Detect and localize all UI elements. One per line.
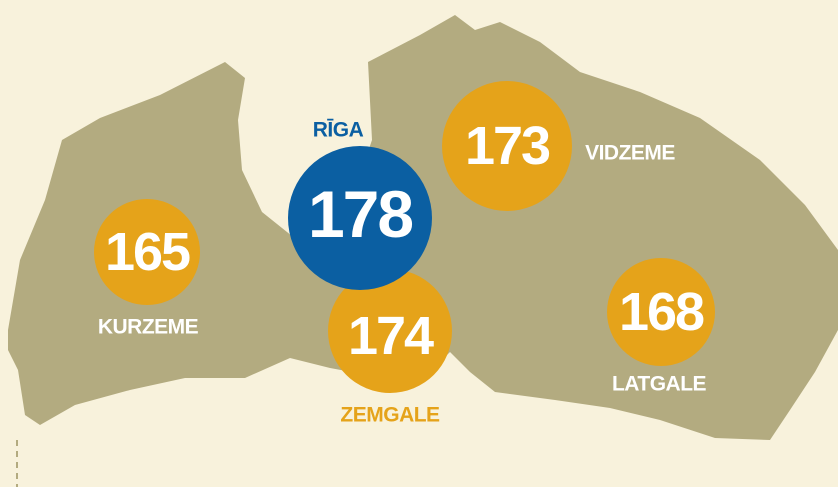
- region-name: VIDZEME: [585, 142, 675, 165]
- region-name: LATGALE: [612, 373, 707, 396]
- region-name: ZEMGALE: [340, 404, 440, 427]
- region-name: RĪGA: [313, 119, 364, 142]
- region-value: 173: [465, 116, 550, 176]
- region-marker: [288, 146, 432, 290]
- region-value: 178: [308, 177, 412, 251]
- region-marker: [442, 81, 572, 211]
- region-value: 168: [619, 282, 704, 342]
- region-marker: [607, 258, 715, 366]
- region-value: 174: [348, 306, 434, 366]
- region-name: KURZEME: [98, 316, 199, 339]
- region-marker: [328, 269, 452, 393]
- region-value: 165: [105, 222, 190, 282]
- region-marker: [94, 199, 200, 305]
